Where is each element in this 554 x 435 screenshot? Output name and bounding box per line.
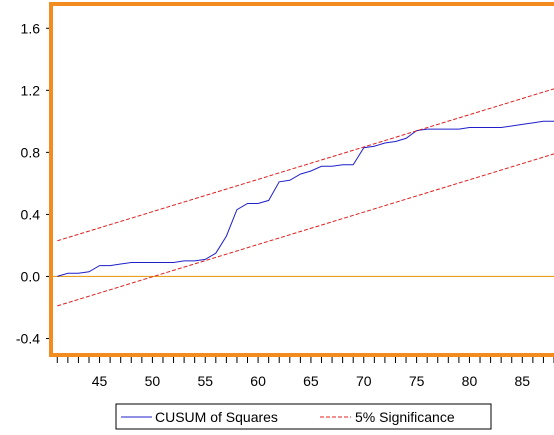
- y-tick-label: -0.4: [16, 330, 40, 346]
- x-tick-label: 85: [515, 373, 531, 389]
- legend-label-significance: 5% Significance: [355, 409, 455, 425]
- y-tick-label: 0.4: [21, 206, 41, 222]
- x-tick-label: 55: [197, 373, 213, 389]
- legend-box: [115, 403, 492, 430]
- series-upper-bound-line: [57, 88, 554, 242]
- legend: CUSUM of Squares 5% Significance: [115, 403, 492, 430]
- x-axis: 45 50 55 60 65 70 75 80 85: [56, 357, 554, 389]
- x-tick-label: 65: [303, 373, 319, 389]
- x-tick-label: 60: [250, 373, 266, 389]
- series-lower-bound-line: [57, 153, 554, 307]
- series-cusum-line: [57, 120, 554, 277]
- x-tick-label: 70: [356, 373, 372, 389]
- x-tick-label: 45: [92, 373, 108, 389]
- x-tick-label: 50: [145, 373, 161, 389]
- x-tick-label: 75: [409, 373, 425, 389]
- y-axis: -0.4 0.0 0.4 0.8 1.2 1.6: [16, 20, 49, 346]
- x-tick-label: 80: [462, 373, 478, 389]
- y-tick-label: 0.0: [21, 268, 41, 284]
- series-layer: [57, 88, 554, 307]
- legend-label-cusum: CUSUM of Squares: [155, 409, 278, 425]
- y-tick-label: 0.8: [21, 144, 41, 160]
- plot-frame-group: [49, 2, 554, 357]
- y-tick-label: 1.6: [21, 20, 41, 36]
- y-tick-label: 1.2: [21, 82, 41, 98]
